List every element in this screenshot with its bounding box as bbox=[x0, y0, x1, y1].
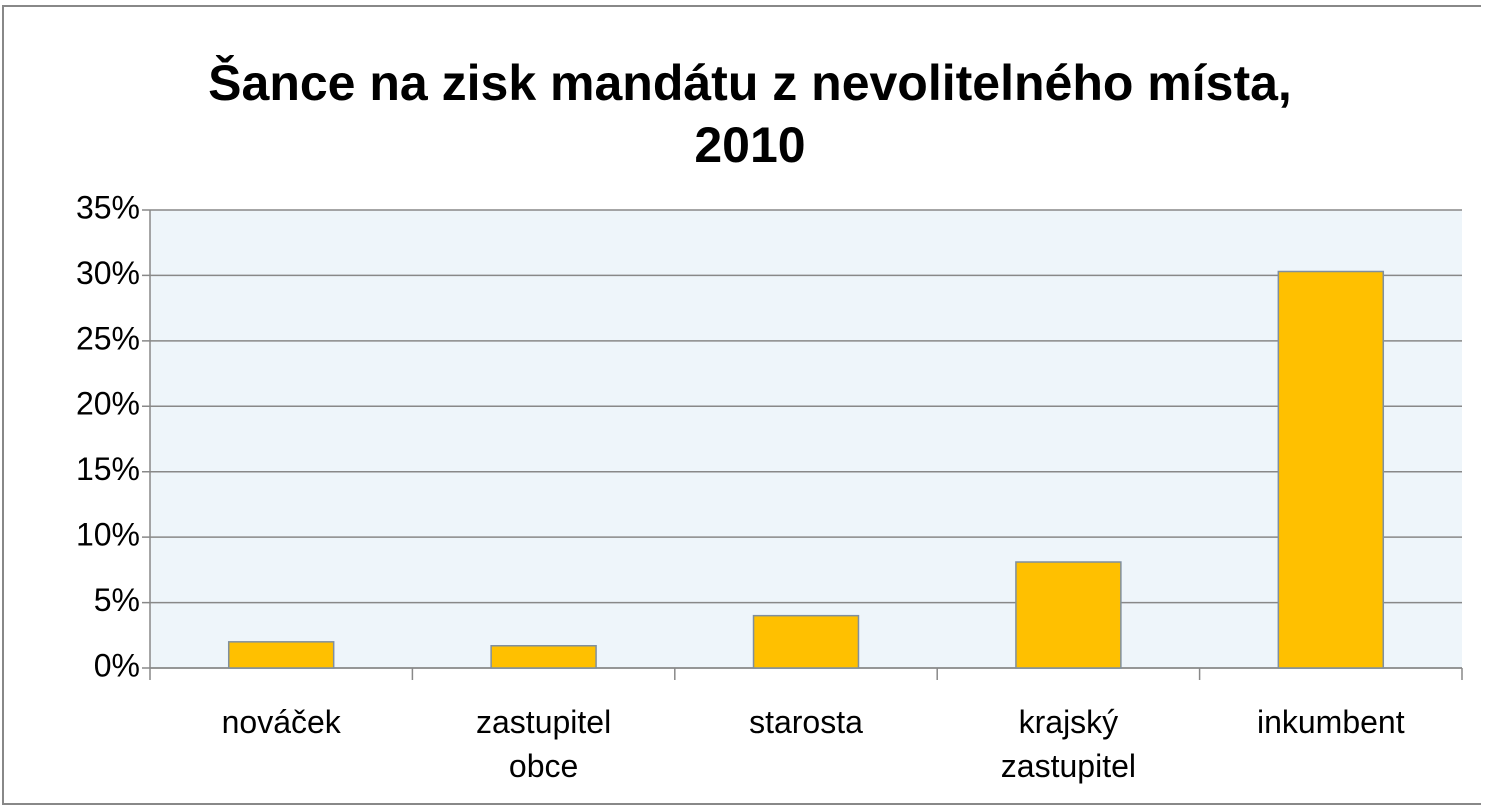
bar bbox=[490, 645, 597, 669]
y-tick-label: 35% bbox=[76, 189, 140, 225]
x-tick-label: zastupitel obce bbox=[476, 704, 612, 784]
y-tick-label: 15% bbox=[76, 451, 140, 487]
x-tick-label: starosta bbox=[749, 704, 863, 740]
y-tick-label: 10% bbox=[76, 517, 140, 553]
x-tick-label: nováček bbox=[221, 704, 341, 740]
y-tick-label: 0% bbox=[94, 647, 140, 683]
bar bbox=[1015, 561, 1122, 669]
x-tick-label: inkumbent bbox=[1256, 704, 1405, 740]
y-tick-label: 20% bbox=[76, 386, 140, 422]
y-tick-label: 25% bbox=[76, 320, 140, 356]
plot-area bbox=[150, 210, 1462, 668]
x-tick-label: krajský zastupitel bbox=[1000, 704, 1136, 784]
chart-title: Šance na zisk mandátu z nevolitelného mí… bbox=[208, 55, 1292, 173]
bar bbox=[752, 614, 860, 669]
bar bbox=[227, 641, 335, 669]
y-tick-label: 5% bbox=[94, 582, 140, 618]
bar bbox=[1277, 270, 1385, 669]
chart-frame bbox=[2, 5, 1481, 805]
y-tick-label: 30% bbox=[76, 255, 140, 291]
